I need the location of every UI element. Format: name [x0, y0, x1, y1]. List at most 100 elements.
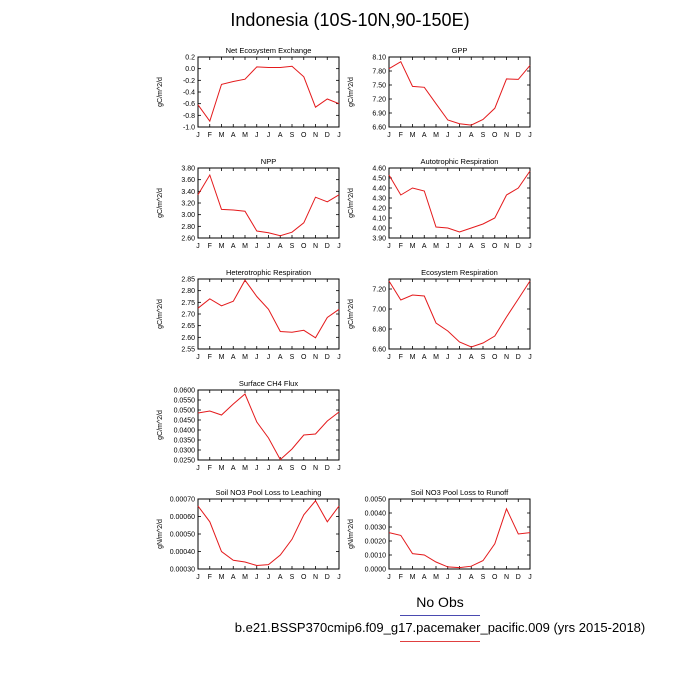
x-tick-label: N — [504, 132, 509, 139]
x-tick-label: O — [301, 465, 307, 472]
x-tick-label: O — [492, 132, 498, 139]
x-tick-label: F — [208, 243, 212, 250]
y-tick-label: 6.60 — [372, 125, 386, 132]
x-tick-label: M — [433, 574, 439, 581]
x-tick-label: A — [422, 132, 427, 139]
x-tick-label: J — [267, 132, 271, 139]
y-axis-label: gN/m^2/d — [157, 519, 164, 549]
y-axis-label: gC/m^2/d — [157, 410, 164, 440]
x-tick-label: N — [313, 132, 318, 139]
x-tick-label: S — [481, 354, 486, 361]
x-tick-label: O — [492, 243, 498, 250]
x-tick-label: M — [410, 132, 416, 139]
series-line — [197, 499, 340, 567]
y-tick-label: 2.80 — [181, 288, 195, 295]
x-tick-label: A — [278, 465, 283, 472]
y-tick-label: 2.65 — [181, 323, 195, 330]
x-tick-label: O — [301, 354, 307, 361]
x-tick-label: J — [387, 574, 391, 581]
x-tick-label: O — [492, 354, 498, 361]
x-tick-label: S — [481, 243, 486, 250]
y-tick-label: 0.0030 — [365, 525, 387, 532]
x-tick-label: M — [433, 132, 439, 139]
x-tick-label: O — [301, 574, 307, 581]
x-tick-label: N — [313, 354, 318, 361]
x-tick-label: J — [337, 465, 341, 472]
x-tick-label: F — [208, 574, 212, 581]
chart-panel-4: Autotrophic Respiration 4.60 4.50 4.40 4.30 4… — [348, 157, 532, 250]
y-tick-label: 0.0010 — [365, 553, 387, 560]
legend-line-obs — [400, 615, 480, 616]
x-tick-label: J — [255, 574, 259, 581]
x-tick-label: M — [242, 243, 248, 250]
y-tick-label: 4.40 — [372, 186, 386, 193]
x-tick-label: O — [301, 132, 307, 139]
y-tick-label: 0.0050 — [365, 497, 387, 504]
x-tick-label: D — [516, 243, 521, 250]
y-tick-label: 3.90 — [372, 236, 386, 243]
case-label: b.e21.BSSP370cmip6.f09_g17.pacemaker_pac… — [234, 620, 646, 635]
x-tick-label: N — [313, 574, 318, 581]
y-tick-label: 0.0020 — [365, 539, 387, 546]
x-tick-label: A — [231, 354, 236, 361]
x-tick-label: D — [325, 574, 330, 581]
y-tick-label: 0.00040 — [170, 549, 195, 556]
x-tick-label: S — [290, 354, 295, 361]
y-tick-label: 7.80 — [372, 69, 386, 76]
x-tick-label: M — [219, 465, 225, 472]
x-tick-label: J — [446, 243, 450, 250]
y-tick-label: 0.0600 — [174, 388, 196, 395]
x-tick-label: N — [504, 574, 509, 581]
panel-title: NPP — [261, 157, 276, 166]
y-tick-label: 0.00060 — [170, 514, 195, 521]
x-tick-label: J — [446, 132, 450, 139]
y-tick-label: 8.10 — [372, 55, 386, 62]
y-tick-label: -0.2 — [183, 78, 195, 85]
y-tick-label: 0.0040 — [365, 511, 387, 518]
x-tick-label: A — [278, 574, 283, 581]
series-line — [197, 65, 340, 123]
x-tick-label: N — [313, 243, 318, 250]
y-tick-label: 0.0300 — [174, 448, 196, 455]
x-tick-label: F — [399, 243, 403, 250]
y-tick-label: 6.90 — [372, 111, 386, 118]
x-tick-label: M — [410, 243, 416, 250]
x-tick-label: M — [219, 354, 225, 361]
x-tick-label: J — [196, 132, 200, 139]
y-tick-label: 7.20 — [372, 287, 386, 294]
panel-title: Soil NO3 Pool Loss to Runoff — [411, 488, 509, 497]
y-tick-label: 3.00 — [181, 212, 195, 219]
y-tick-label: 7.00 — [372, 307, 386, 314]
x-tick-label: S — [290, 574, 295, 581]
y-tick-label: 0.0550 — [174, 398, 196, 405]
y-tick-label: -1.0 — [183, 125, 195, 132]
x-tick-label: M — [242, 354, 248, 361]
y-axis-label: gC/m^2/d — [157, 299, 164, 329]
x-tick-label: D — [516, 354, 521, 361]
x-tick-label: D — [325, 354, 330, 361]
x-tick-label: J — [267, 354, 271, 361]
y-tick-label: 0.0000 — [365, 567, 387, 574]
x-tick-label: J — [458, 132, 462, 139]
x-tick-label: A — [278, 243, 283, 250]
x-tick-label: J — [255, 354, 259, 361]
x-tick-label: D — [516, 574, 521, 581]
x-tick-label: D — [325, 243, 330, 250]
panel-title: Net Ecosystem Exchange — [226, 46, 312, 55]
panel-title: Autotrophic Respiration — [421, 157, 499, 166]
x-tick-label: N — [313, 465, 318, 472]
y-tick-label: 2.60 — [181, 236, 195, 243]
plot-frame — [197, 389, 340, 461]
x-tick-label: J — [255, 243, 259, 250]
x-tick-label: F — [399, 132, 403, 139]
x-tick-label: J — [446, 354, 450, 361]
x-tick-label: A — [469, 132, 474, 139]
panel-title: Surface CH4 Flux — [239, 379, 298, 388]
x-tick-label: D — [325, 132, 330, 139]
x-tick-label: J — [196, 354, 200, 361]
y-axis-label: gN/m^2/d — [348, 519, 355, 549]
x-tick-label: N — [504, 243, 509, 250]
x-tick-label: M — [433, 243, 439, 250]
